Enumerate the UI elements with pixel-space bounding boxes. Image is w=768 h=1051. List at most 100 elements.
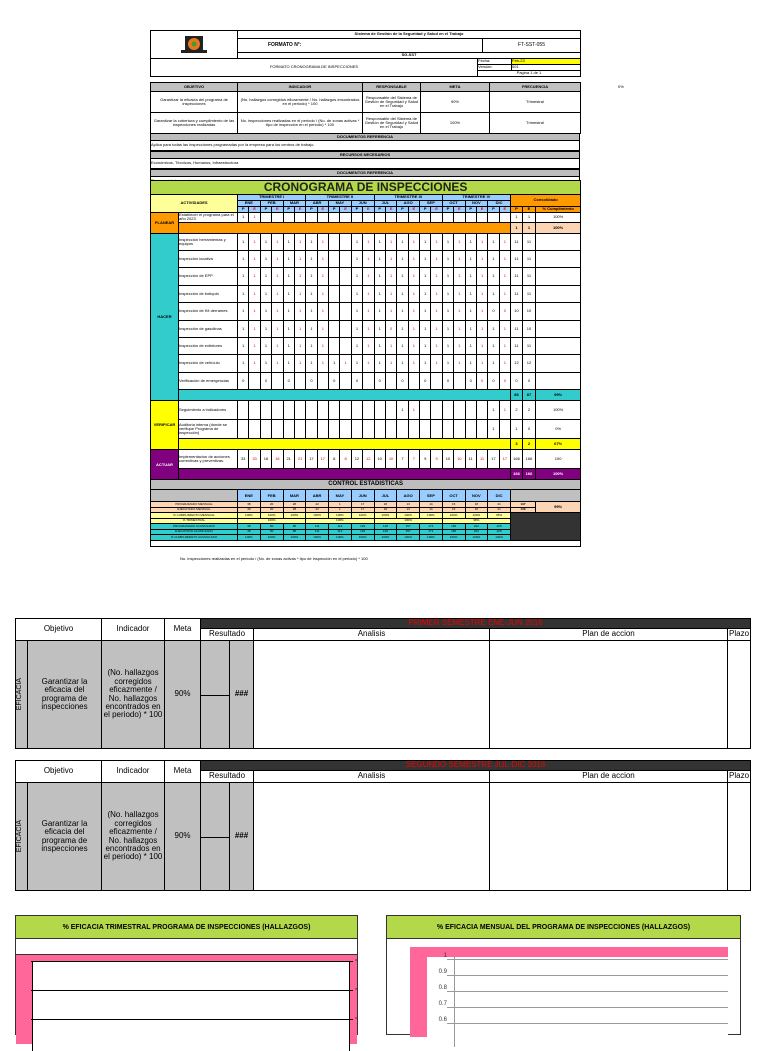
resultado-value: ### bbox=[229, 640, 255, 749]
schedule-cell: 1 bbox=[271, 232, 284, 251]
objective-cell: Responsable del Sistema de Gestión de Se… bbox=[362, 112, 421, 134]
schedule-cell: 1 bbox=[396, 336, 409, 356]
schedule-cell: 1 bbox=[236, 249, 250, 269]
schedule-cell: 1 bbox=[498, 232, 512, 251]
schedule-cell: 1 bbox=[453, 319, 466, 338]
schedule-cell: 1 bbox=[316, 354, 330, 373]
schedule-cell: 0 bbox=[396, 371, 409, 391]
schedule-cell: 7 bbox=[407, 449, 421, 470]
schedule-cell: 1 bbox=[498, 267, 512, 286]
schedule-cell: 1 bbox=[271, 249, 284, 269]
schedule-cell: 1 bbox=[487, 249, 500, 269]
activity-total: 11 bbox=[522, 267, 536, 286]
schedule-cell: 1 bbox=[430, 249, 443, 269]
schedule-cell: 1 bbox=[350, 319, 364, 338]
schedule-cell: 1 bbox=[498, 336, 512, 356]
stats-month-header: MAY bbox=[328, 489, 352, 503]
schedule-cell: 1 bbox=[248, 284, 261, 304]
stats-month-header: ENE bbox=[237, 489, 261, 503]
schedule-cell: 1 bbox=[350, 249, 364, 269]
objectives-header: OBJETIVO bbox=[150, 82, 238, 92]
schedule-cell: 1 bbox=[464, 302, 477, 321]
side-percent: 0% bbox=[618, 84, 624, 89]
schedule-cell: 1 bbox=[282, 284, 295, 304]
schedule-cell bbox=[339, 419, 352, 440]
tick-label: 0.9 bbox=[438, 969, 447, 975]
schedule-cell: 1 bbox=[487, 336, 500, 356]
plan-field[interactable] bbox=[489, 782, 729, 891]
schedule-cell: 1 bbox=[373, 354, 386, 373]
schedule-cell: 1 bbox=[487, 284, 500, 304]
schedule-cell: 1 bbox=[384, 354, 398, 373]
schedule-cell: 1 bbox=[441, 232, 455, 251]
schedule-cell: 10 bbox=[453, 449, 466, 470]
schedule-cell bbox=[271, 371, 284, 391]
schedule-cell: 1 bbox=[327, 354, 341, 373]
schedule-cell: 1 bbox=[407, 284, 421, 304]
schedule-cell bbox=[475, 211, 489, 223]
gridline bbox=[31, 1019, 353, 1020]
gridline bbox=[447, 991, 728, 992]
schedule-cell: 1 bbox=[236, 211, 250, 223]
schedule-cell bbox=[327, 336, 341, 356]
schedule-cell: 1 bbox=[293, 232, 307, 251]
plan-field[interactable] bbox=[489, 640, 729, 749]
schedule-cell: 1 bbox=[464, 267, 477, 286]
consolidado-header: Consolidado bbox=[509, 193, 582, 207]
resultado-top bbox=[200, 640, 231, 696]
schedule-cell: 1 bbox=[430, 232, 443, 251]
resultado-top bbox=[200, 782, 231, 838]
schedule-cell: 1 bbox=[407, 302, 421, 321]
schedule-cell bbox=[236, 419, 250, 440]
schedule-cell: 1 bbox=[418, 249, 432, 269]
analisis-field[interactable] bbox=[253, 782, 491, 891]
schedule-cell: 17 bbox=[305, 449, 318, 470]
schedule-cell: 33 bbox=[236, 449, 250, 470]
col-meta: Meta bbox=[164, 618, 202, 641]
schedule-cell: 1 bbox=[236, 336, 250, 356]
activity-row: Inspección de extintores 1 1 1 1 1 1 1 1 1 1 1 1 1 1 1 1… bbox=[151, 336, 582, 356]
activity-total: 0% bbox=[534, 419, 582, 440]
schedule-cell bbox=[362, 400, 375, 421]
plazo-field[interactable] bbox=[727, 782, 752, 891]
schedule-cell: 1 bbox=[453, 336, 466, 356]
schedule-cell bbox=[373, 211, 386, 223]
phase-planear: PLANEAR bbox=[150, 211, 179, 234]
schedule-cell bbox=[316, 211, 330, 223]
resultado-bottom bbox=[200, 695, 231, 749]
plazo-field[interactable] bbox=[727, 640, 752, 749]
schedule-cell: 1 bbox=[373, 284, 386, 304]
schedule-cell: 1 bbox=[384, 336, 398, 356]
analisis-field[interactable] bbox=[253, 640, 491, 749]
ref-title: RECURSOS NECESARIOS bbox=[150, 151, 580, 159]
activity-total: 100% bbox=[534, 400, 582, 421]
schedule-cell: 1 bbox=[305, 284, 318, 304]
schedule-cell: 0 bbox=[418, 371, 432, 391]
schedule-cell: 1 bbox=[475, 267, 489, 286]
schedule-cell bbox=[453, 419, 466, 440]
schedule-cell: 17 bbox=[498, 449, 512, 470]
schedule-cell: 1 bbox=[384, 232, 398, 251]
activity-label: Seguimiento a indicadores bbox=[178, 400, 238, 421]
schedule-cell: 1 bbox=[282, 354, 295, 373]
schedule-cell bbox=[327, 419, 341, 440]
phase-actuar: ACTUAR bbox=[150, 449, 179, 481]
schedule-cell: 1 bbox=[487, 232, 500, 251]
activity-total: 11 bbox=[510, 267, 523, 286]
schedule-cell: 1 bbox=[362, 267, 375, 286]
schedule-cell bbox=[464, 419, 477, 440]
schedule-title: CRONOGRAMA DE INSPECCIONES bbox=[149, 180, 582, 195]
schedule-cell: 1 bbox=[293, 336, 307, 356]
schedule-cell bbox=[487, 211, 500, 223]
stats-label: PROGRAMADO MENSUAL bbox=[150, 501, 238, 508]
activity-total: 1 bbox=[510, 211, 523, 223]
objective-cell: Trimestral bbox=[489, 112, 581, 134]
schedule-cell bbox=[327, 249, 341, 269]
activity-total: 0 bbox=[522, 419, 536, 440]
activity-label: Inspección de gasolinas bbox=[178, 319, 238, 338]
schedule-cell: 1 bbox=[236, 267, 250, 286]
schedule-cell: 1 bbox=[464, 319, 477, 338]
schedule-cell: 1 bbox=[487, 419, 500, 440]
schedule-cell: 1 bbox=[282, 319, 295, 338]
schedule-cell: 1 bbox=[271, 336, 284, 356]
